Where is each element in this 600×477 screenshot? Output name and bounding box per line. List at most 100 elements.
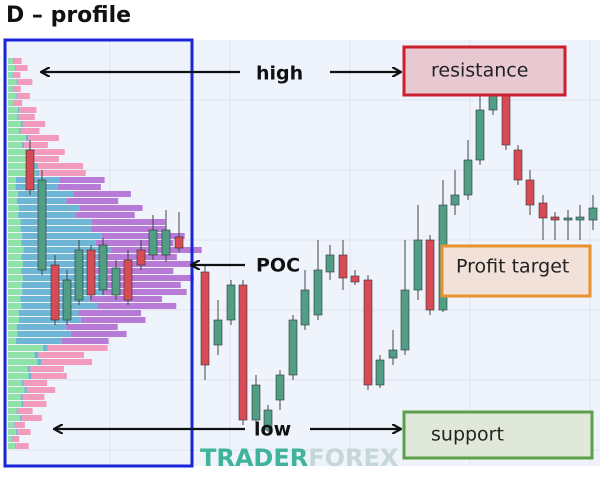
candle-body [463, 159, 473, 196]
profile-bar [8, 317, 19, 323]
profile-bar [17, 331, 71, 337]
profile-bar [15, 184, 58, 190]
profile-bar [22, 121, 46, 127]
profile-bar [15, 177, 60, 183]
profile-bar [8, 331, 18, 337]
profile-bar [14, 65, 16, 71]
profile-bar [34, 352, 39, 358]
candle-body [123, 259, 133, 301]
profile-bar [21, 240, 96, 246]
profile-bar [8, 296, 21, 302]
profile-bar [8, 107, 18, 113]
profile-bar [8, 184, 16, 190]
profile-bar [8, 373, 29, 379]
profile-bar [41, 359, 93, 365]
profit-target-label: Profit target [456, 256, 569, 278]
profile-bar [21, 415, 42, 421]
profile-bar [13, 58, 22, 64]
profile-bar [91, 226, 166, 232]
candle-body [251, 384, 261, 421]
profile-bar [21, 142, 24, 148]
profile-bar [8, 275, 23, 281]
profile-bar [34, 163, 39, 169]
profile-bar [17, 79, 33, 85]
profile-bar [22, 289, 103, 295]
candle-body [263, 409, 273, 431]
profile-bar [31, 373, 67, 379]
profile-bar [22, 233, 102, 239]
profile-bar [15, 443, 17, 449]
candle-body [375, 359, 385, 386]
candle-body [425, 239, 435, 311]
profile-bar [91, 219, 166, 225]
profile-bar [8, 233, 23, 239]
profile-bar [23, 247, 111, 253]
candle-body [238, 284, 248, 421]
resistance-box [402, 45, 567, 97]
profile-bar [30, 366, 64, 372]
profile-bar [23, 380, 48, 386]
profile-bar [16, 443, 29, 449]
profile-bar [38, 352, 85, 358]
profile-bar [12, 58, 14, 64]
profile-bar [22, 275, 107, 281]
profile-bar [8, 394, 21, 400]
watermark-part: TRADER [200, 444, 308, 472]
profile-bar [16, 324, 67, 330]
profile-bar [18, 212, 76, 218]
profile-bar [8, 142, 22, 148]
profile-bar [20, 394, 23, 400]
profile-frame [3, 38, 194, 468]
candle-body [413, 239, 423, 291]
profile-bar [28, 135, 59, 141]
profile-bar [95, 240, 174, 246]
resistance-label: resistance [431, 60, 528, 82]
support-label: support [431, 424, 504, 446]
profile-bar [8, 247, 24, 253]
candle-body [450, 194, 460, 206]
profile-bar [106, 275, 194, 281]
profile-bar [8, 324, 17, 330]
volume-profile [8, 58, 202, 449]
profile-bar [78, 310, 142, 316]
profile-bar [38, 163, 84, 169]
profile-bar [16, 79, 18, 85]
candle-body [50, 264, 60, 321]
profile-bar [18, 114, 35, 120]
candle-body [62, 279, 72, 321]
profile-bar [8, 345, 43, 351]
profile-bar [59, 177, 105, 183]
candle-body [513, 149, 523, 181]
profile-bar [20, 219, 92, 225]
profile-bar [47, 345, 108, 351]
candle-body [363, 279, 373, 386]
profile-bar [8, 79, 17, 85]
candle-body [161, 229, 171, 256]
candle-body [25, 149, 35, 191]
candle-body [550, 216, 560, 221]
profile-bar [57, 184, 101, 190]
profile-bar [24, 387, 27, 393]
profile-bar [80, 317, 146, 323]
profile-bar [20, 128, 40, 134]
profile-bar [12, 436, 20, 442]
profile-bar [21, 380, 24, 386]
profile-bar [8, 93, 16, 99]
profile-bar [8, 443, 16, 449]
profile-bar [8, 261, 23, 267]
profile-bar [66, 324, 118, 330]
profile-bar [39, 170, 86, 176]
profile-bar [21, 121, 23, 127]
profile-bar [8, 100, 13, 106]
candle-body [37, 179, 47, 271]
profile-bar [19, 415, 22, 421]
profile-bar [11, 436, 13, 442]
profile-bar [8, 114, 18, 120]
candle-body [313, 269, 323, 316]
profile-bar [8, 289, 23, 295]
profile-bar [21, 303, 98, 309]
profile-bar [8, 352, 35, 358]
profile-bar [8, 170, 36, 176]
profile-bar [102, 289, 187, 295]
candle-body [174, 236, 184, 249]
